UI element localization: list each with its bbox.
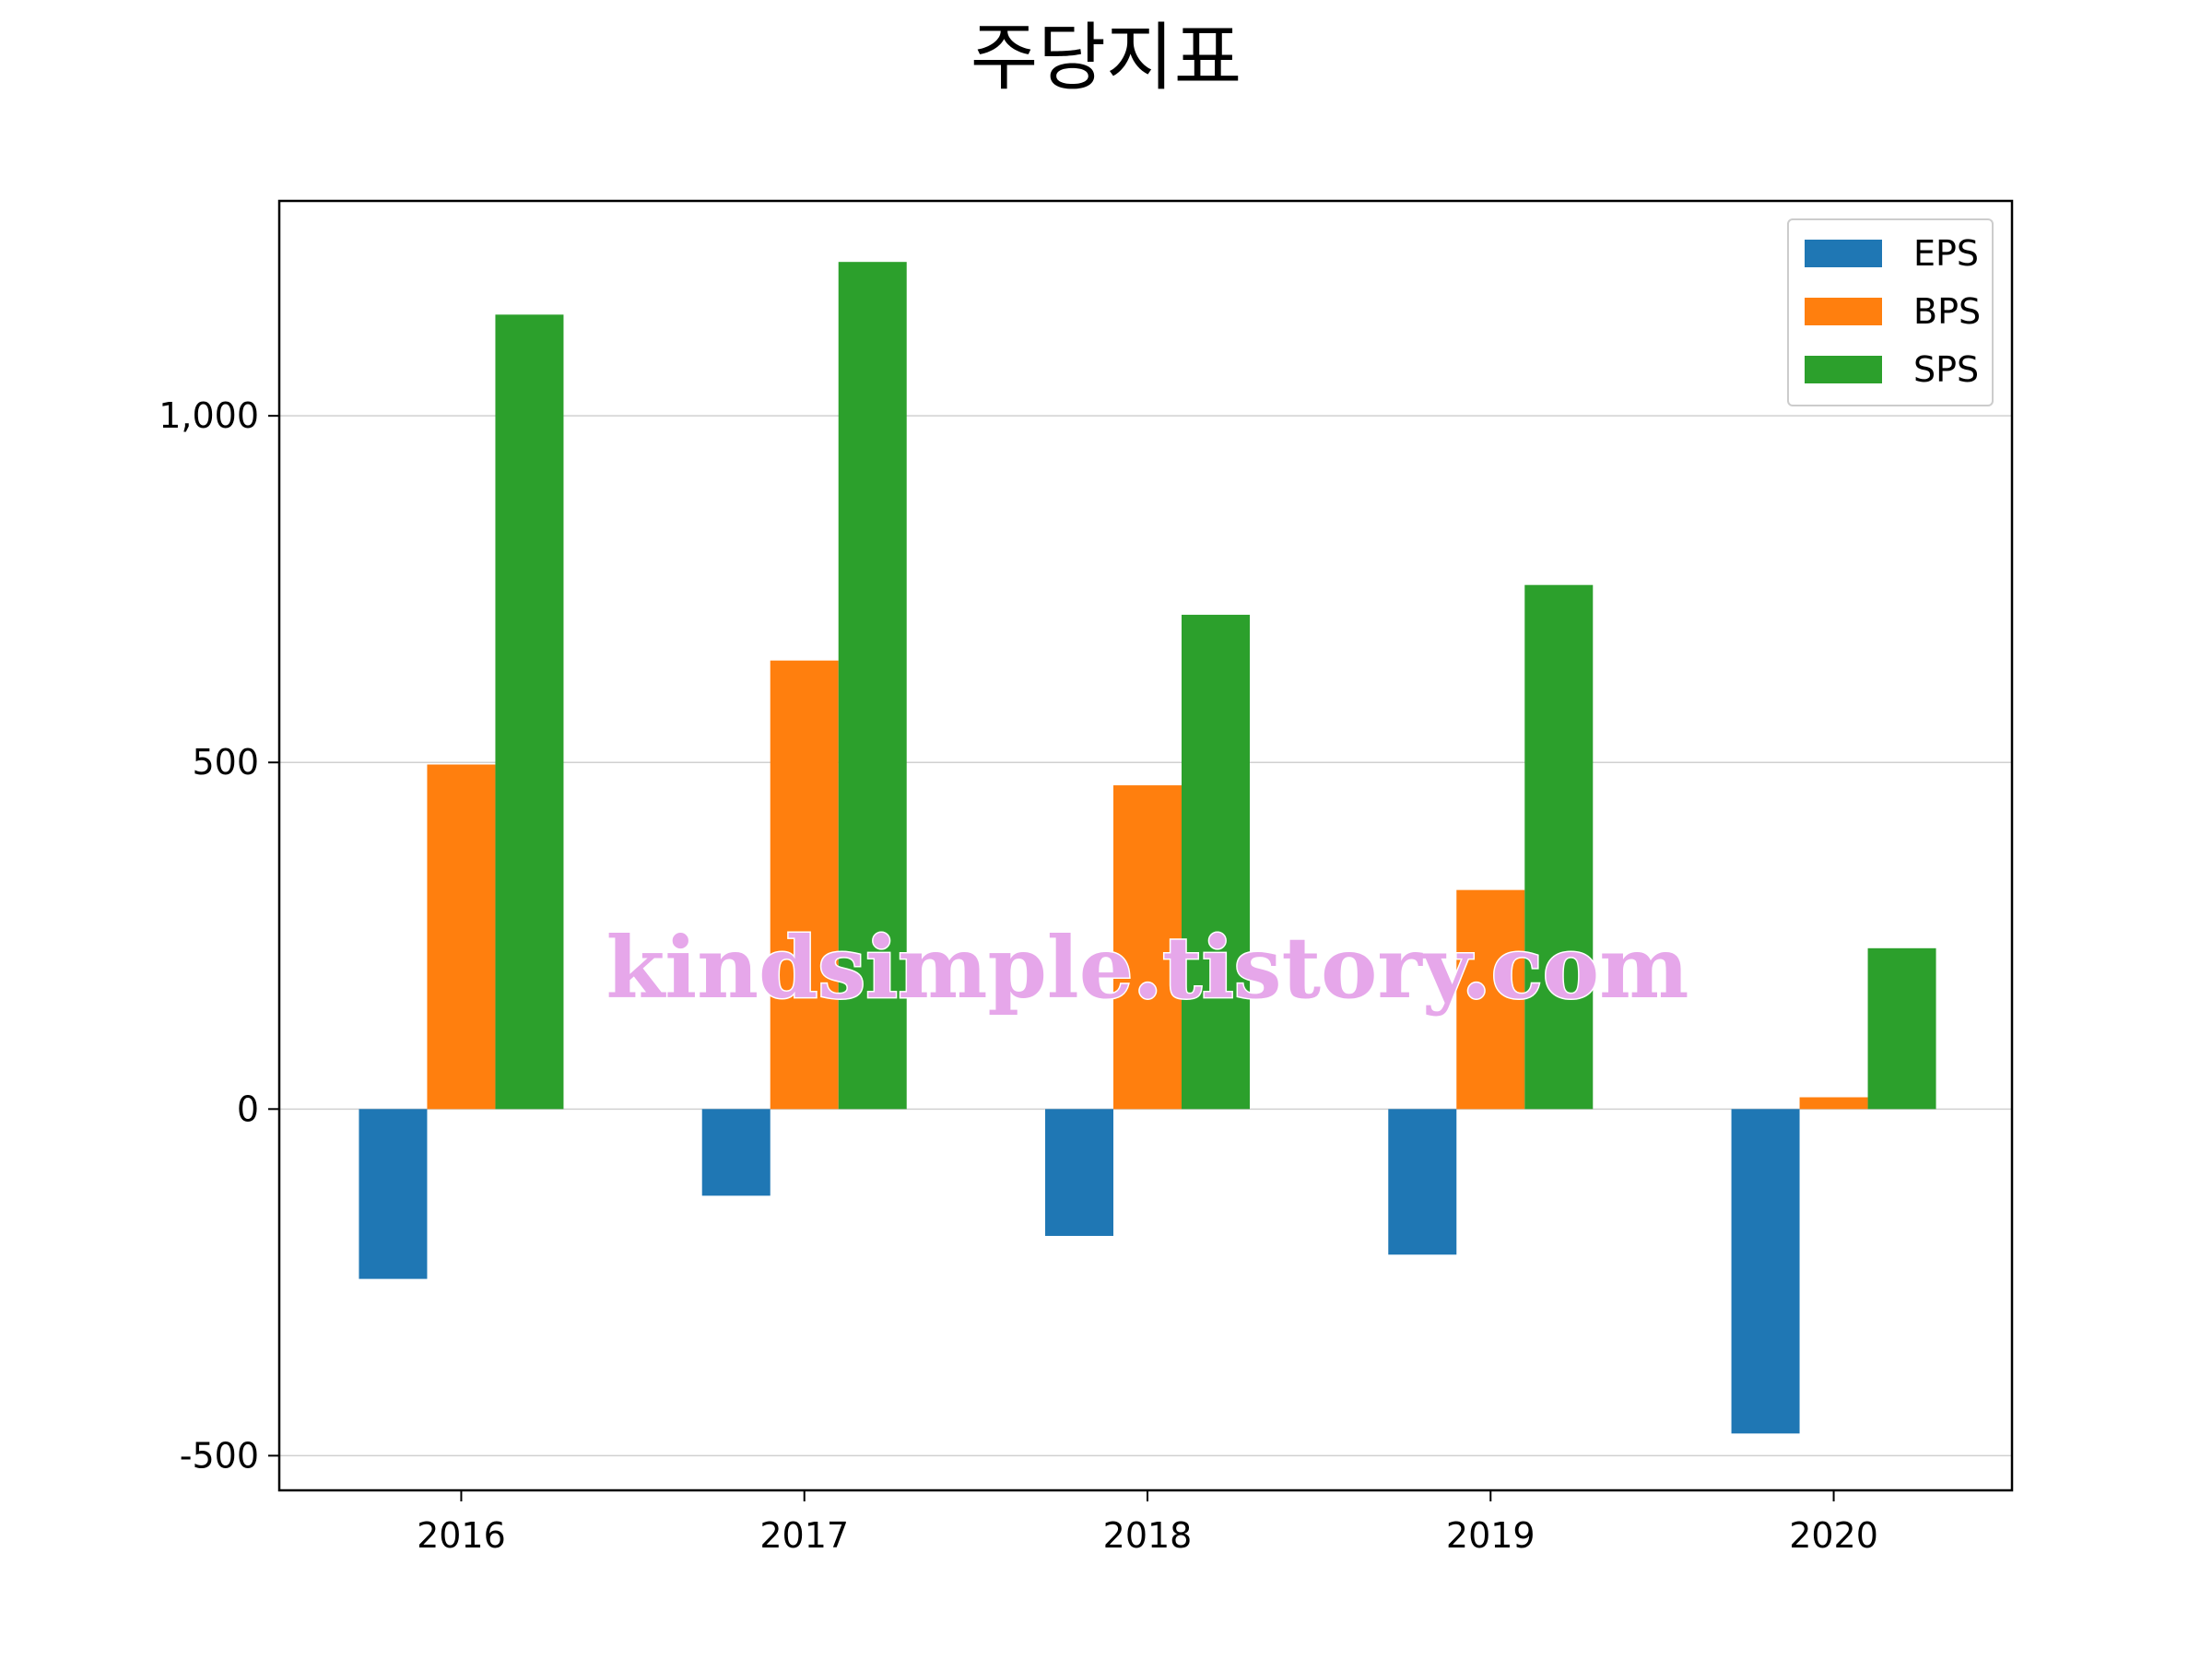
x-tick-label: 2019 xyxy=(1446,1515,1535,1556)
y-tick-label: -500 xyxy=(180,1435,259,1476)
bar-bps-2019 xyxy=(1456,889,1525,1110)
legend-label-eps: EPS xyxy=(1913,233,1979,274)
axis-ticks: -500 0 500 1,000 2016 2017 2018 2019 2020 xyxy=(159,395,1878,1556)
x-tick-label: 2017 xyxy=(759,1515,849,1556)
bar-eps-2020 xyxy=(1731,1109,1800,1434)
bar-sps-2018 xyxy=(1182,615,1250,1110)
legend-swatch-bps xyxy=(1805,298,1882,325)
y-tick-label: 500 xyxy=(192,742,259,782)
bars xyxy=(359,262,1936,1434)
bar-eps-2017 xyxy=(701,1109,771,1196)
legend-label-sps: SPS xyxy=(1913,349,1979,390)
bar-sps-2020 xyxy=(1867,947,1936,1110)
legend-swatch-eps xyxy=(1805,240,1882,267)
bar-bps-2017 xyxy=(770,660,839,1110)
legend-swatch-sps xyxy=(1805,356,1882,383)
watermark-text: kindsimple.tistory.com xyxy=(606,918,1688,1018)
bar-sps-2017 xyxy=(838,262,907,1110)
x-tick-label: 2018 xyxy=(1103,1515,1193,1556)
bar-sps-2016 xyxy=(495,314,564,1110)
chart-title: 주당지표 xyxy=(971,15,1241,100)
bar-sps-2019 xyxy=(1524,584,1594,1110)
bar-bps-2016 xyxy=(427,764,496,1110)
bar-eps-2016 xyxy=(359,1109,428,1279)
bar-eps-2018 xyxy=(1045,1109,1113,1236)
plot-frame xyxy=(277,199,2014,1492)
legend-label-bps: BPS xyxy=(1913,291,1981,332)
bar-bps-2018 xyxy=(1113,785,1182,1110)
legend: EPS BPS SPS xyxy=(1787,218,1994,406)
x-tick-label: 2020 xyxy=(1789,1515,1878,1556)
grid-lines xyxy=(279,415,2012,1457)
bar-bps-2020 xyxy=(1799,1097,1868,1110)
x-tick-label: 2016 xyxy=(417,1515,506,1556)
y-tick-label: 1,000 xyxy=(159,395,259,436)
y-tick-label: 0 xyxy=(237,1088,259,1129)
bar-eps-2019 xyxy=(1388,1109,1457,1255)
